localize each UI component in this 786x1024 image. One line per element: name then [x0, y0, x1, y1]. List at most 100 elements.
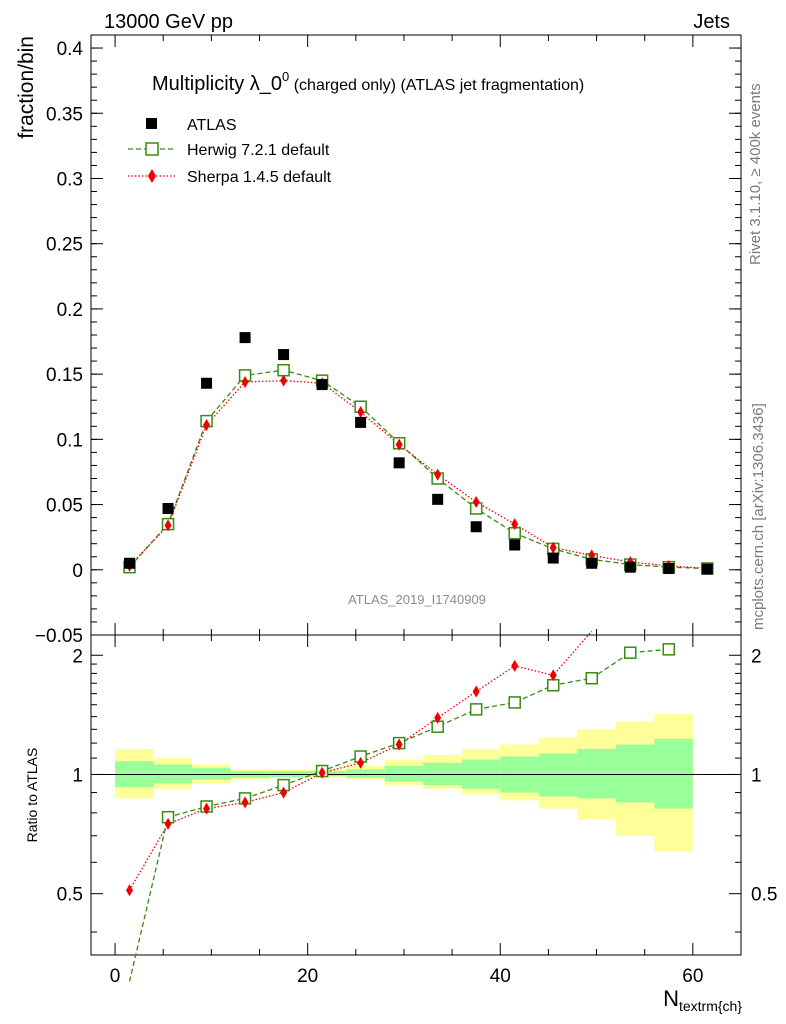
atlas-point	[470, 521, 482, 533]
y-tick-label: 0.15	[46, 365, 83, 386]
sherpa-ratio-point	[126, 884, 134, 897]
legend-marker-sherpa	[148, 169, 156, 183]
header-right: Jets	[693, 11, 730, 33]
ratio-tick-label: 2	[72, 646, 83, 667]
sherpa-ratio-point	[549, 669, 557, 682]
y-tick-label: 0.4	[57, 39, 84, 60]
sherpa-point	[280, 374, 288, 387]
sherpa-ratio-point	[511, 659, 519, 672]
uncertainty-band-inner	[615, 744, 655, 803]
sherpa-point	[434, 468, 442, 481]
atlas-point	[201, 377, 213, 389]
herwig-ratio-point	[469, 703, 483, 716]
uncertainty-band-inner	[384, 766, 424, 782]
sherpa-ratio-point	[241, 796, 249, 809]
herwig-ratio-point	[585, 671, 598, 685]
ratio-bands	[115, 714, 693, 852]
herwig-ratio-point	[546, 678, 560, 692]
y-tick-label: −0.05	[35, 626, 83, 647]
sherpa-point	[395, 438, 403, 451]
sherpa-point	[203, 419, 211, 431]
atlas-point	[239, 332, 251, 344]
uncertainty-band-inner	[577, 748, 616, 799]
main-axes: −0.05 0 0.05 0.1 0.15 0.2 0.25 0.3 0.35 0.4	[35, 35, 741, 647]
y-axis-label: fraction/bin	[15, 36, 38, 139]
uncertainty-band-inner	[153, 764, 193, 784]
herwig-line	[129, 369, 708, 570]
sherpa-point	[357, 405, 365, 418]
atlas-point	[393, 457, 405, 469]
sherpa-line	[129, 380, 708, 570]
header-left: 13000 GeV pp	[104, 11, 233, 33]
legend-marker-herwig	[145, 142, 159, 156]
ratio-axes: 0 20 40 60 0.5 0.5 1 1 2 2	[57, 635, 777, 987]
y-tick-label: 0.35	[46, 104, 83, 125]
sherpa-ratio-point	[434, 711, 442, 724]
atlas-point	[432, 493, 444, 505]
legend: ATLAS Herwig 7.2.1 default Sherpa 1.4.5 …	[128, 117, 332, 186]
atlas-point	[124, 557, 136, 569]
sherpa-ratio-point	[357, 756, 365, 769]
rivet-label: Rivet 3.1.10, ≥ 400k events	[747, 83, 764, 265]
ratio-data	[91, 630, 741, 982]
y-tick-label: 0.1	[57, 430, 83, 451]
atlas-point	[278, 349, 290, 361]
watermark: ATLAS_2019_I1740909	[348, 592, 486, 607]
sherpa-ratio-point	[318, 766, 326, 779]
sherpa-point	[511, 518, 519, 531]
y-tick-label: 0.2	[57, 300, 83, 321]
main-panel: Multiplicity λ_00 (charged only) (ATLAS …	[15, 34, 742, 647]
y-tick-label: 0.3	[57, 169, 83, 190]
legend-label-atlas: ATLAS	[187, 117, 237, 134]
atlas-point	[355, 416, 367, 428]
legend-entry-atlas: ATLAS	[146, 117, 237, 134]
ratio-tick-label-right: 0.5	[751, 885, 777, 906]
x-tick-label: 60	[682, 966, 703, 987]
atlas-point	[509, 539, 521, 551]
ratio-panel: Ratio to ATLAS 0 20 40 60 0.5 0.5 1 1 2 2	[24, 630, 777, 987]
legend-marker-atlas	[146, 118, 157, 129]
x-axis-label: Ntextrm{ch}	[663, 986, 742, 1014]
x-tick-label: 0	[110, 966, 121, 987]
atlas-point	[316, 379, 328, 391]
atlas-point	[547, 552, 559, 564]
herwig-ratio-point	[508, 696, 521, 709]
sherpa-ratio-point	[472, 685, 480, 698]
sherpa-ratio-point	[164, 817, 172, 830]
ratio-tick-label-right: 1	[751, 765, 762, 786]
sherpa-ratio-point	[395, 738, 403, 751]
herwig-point	[277, 363, 290, 377]
atlas-point	[701, 563, 713, 575]
legend-entry-sherpa: Sherpa 1.4.5 default	[128, 169, 332, 186]
sherpa-point	[164, 519, 172, 532]
legend-label-sherpa: Sherpa 1.4.5 default	[187, 169, 332, 186]
main-data	[123, 332, 714, 575]
atlas-point	[586, 557, 598, 569]
x-tick-label: 20	[297, 966, 318, 987]
ratio-y-axis-label: Ratio to ATLAS	[24, 748, 40, 843]
uncertainty-band-inner	[654, 738, 693, 809]
uncertainty-band-inner	[346, 769, 385, 778]
plot-title: Multiplicity λ_00 (charged only) (ATLAS …	[152, 69, 584, 95]
mcplots-label: mcplots.cern.ch [arXiv:1306.3436]	[750, 403, 767, 630]
y-tick-label: 0.25	[46, 235, 83, 256]
ratio-tick-label: 1	[72, 765, 83, 786]
legend-label-herwig: Herwig 7.2.1 default	[187, 142, 330, 159]
atlas-point	[162, 502, 174, 514]
sherpa-point	[549, 541, 557, 554]
herwig-ratio-point	[662, 643, 676, 656]
legend-entry-herwig: Herwig 7.2.1 default	[128, 142, 330, 159]
x-tick-label: 40	[490, 966, 511, 987]
sherpa-ratio-point	[280, 786, 288, 799]
sherpa-point	[472, 495, 480, 508]
ratio-frame	[90, 634, 742, 956]
y-tick-label: 0.05	[46, 496, 83, 517]
atlas-point	[663, 562, 675, 574]
sherpa-ratio-point	[203, 802, 211, 815]
atlas-point	[624, 561, 636, 573]
sherpa-point	[241, 375, 249, 388]
ratio-tick-label: 0.5	[57, 885, 83, 906]
uncertainty-band-inner	[192, 767, 231, 780]
ratio-tick-label-right: 2	[751, 646, 762, 667]
